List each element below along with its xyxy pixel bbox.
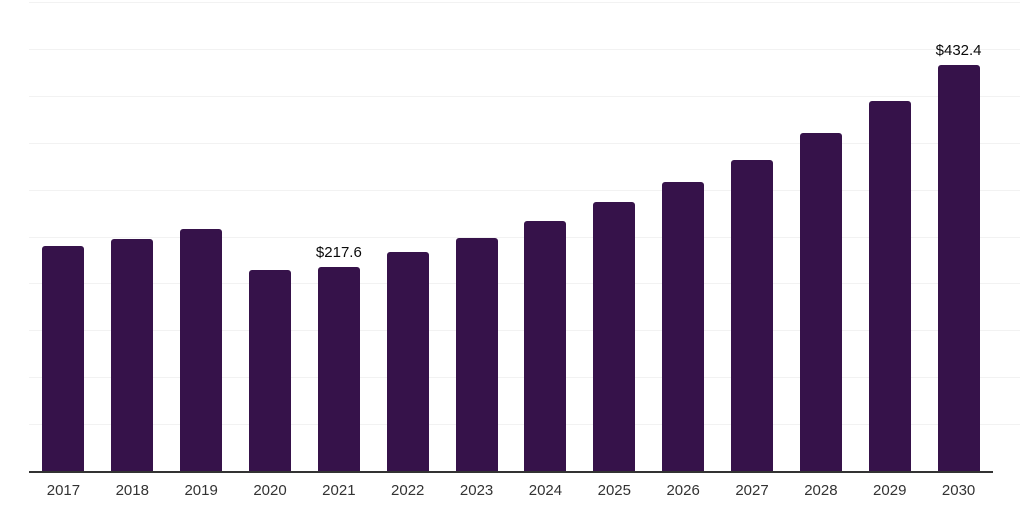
x-axis-line	[29, 471, 993, 473]
bar-2024	[524, 220, 567, 471]
bar-slot	[511, 2, 580, 471]
bar-2026	[662, 181, 705, 471]
x-axis-label: 2026	[666, 482, 700, 499]
bar-2018	[111, 239, 154, 471]
bar-2020	[249, 270, 291, 471]
bar-value-label: $217.6	[315, 243, 362, 261]
bar-value-label: $432.4	[935, 42, 982, 60]
x-axis-label: 2017	[46, 482, 81, 499]
bar-2021	[317, 266, 360, 471]
bar-slot	[236, 2, 305, 471]
x-axis-label: 2027	[735, 482, 769, 499]
bar-slot	[442, 2, 511, 471]
bar-slot	[29, 2, 98, 471]
x-axis-label: 2023	[459, 482, 494, 499]
bar-2023	[455, 237, 498, 471]
bar-2029	[868, 101, 911, 471]
bar-slot	[98, 2, 167, 471]
bar-slot	[855, 2, 924, 471]
bar-2022	[386, 251, 429, 471]
bars-area: $217.6 $432.4	[29, 2, 993, 471]
x-axis-labels: 2017 2018 2019 2020 2021 2022 2023 2024 2025 2026…	[29, 482, 993, 500]
bar-2025	[593, 201, 636, 471]
x-axis-label: 2024	[528, 482, 563, 499]
x-axis-label: 2021	[322, 482, 356, 499]
bar-2017	[42, 245, 85, 471]
x-axis-label: 2019	[184, 482, 218, 499]
x-axis-label: 2030	[941, 482, 976, 499]
bar-2027	[731, 160, 774, 471]
bar-2028	[799, 133, 842, 471]
bar-slot	[718, 2, 787, 471]
bar-slot	[167, 2, 236, 471]
x-axis-label: 2028	[804, 482, 838, 499]
x-axis-label: 2025	[597, 482, 631, 499]
bar-2019	[180, 229, 223, 471]
bar-2030	[937, 65, 980, 471]
bar-slot: $432.4	[924, 2, 993, 471]
bar-slot	[786, 2, 855, 471]
bar-slot	[649, 2, 718, 471]
bar-slot	[580, 2, 649, 471]
x-axis-label: 2029	[873, 482, 907, 499]
bar-slot: $217.6	[304, 2, 373, 471]
x-axis-label: 2022	[391, 482, 425, 499]
x-axis-label: 2020	[253, 482, 287, 499]
x-axis-label: 2018	[115, 482, 149, 499]
bar-slot	[373, 2, 442, 471]
